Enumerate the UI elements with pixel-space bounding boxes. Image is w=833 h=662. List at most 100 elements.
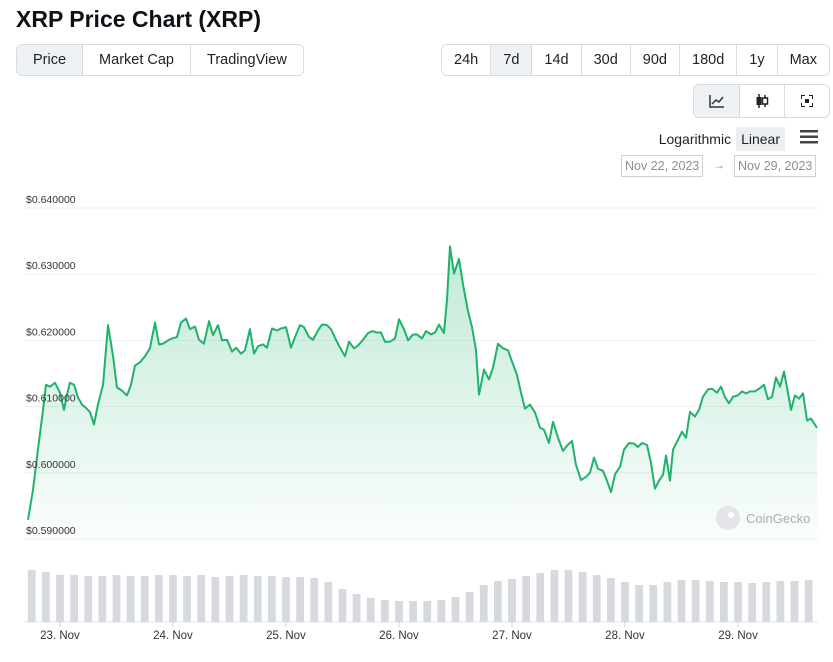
- volume-bar: [70, 575, 78, 622]
- x-tick-label: 29. Nov: [718, 630, 758, 642]
- volume-bar: [635, 585, 644, 622]
- volume-bar: [437, 600, 446, 622]
- volume-bar: [748, 583, 757, 622]
- volume-bar: [423, 601, 432, 622]
- menu-icon[interactable]: [800, 130, 818, 144]
- tab-button[interactable]: Market Cap: [82, 45, 190, 75]
- volume-bar: [296, 577, 305, 622]
- chart-style-group: [693, 84, 830, 118]
- range-button[interactable]: Max: [776, 45, 829, 75]
- volume-bar: [649, 585, 658, 622]
- range-button[interactable]: 1y: [736, 45, 777, 75]
- volume-bar: [451, 597, 460, 622]
- volume-bar: [522, 576, 531, 622]
- volume-bar: [790, 581, 799, 622]
- range-button[interactable]: 24h: [442, 45, 491, 75]
- volume-bar: [338, 589, 347, 622]
- volume-bar: [56, 575, 64, 622]
- x-tick-label: 24. Nov: [153, 630, 193, 642]
- volume-bar: [310, 578, 319, 622]
- watermark-logo-eye: [728, 512, 734, 518]
- volume-bar: [409, 601, 418, 622]
- area-fill: [28, 246, 817, 539]
- volume-bar: [465, 592, 474, 622]
- candle-icon: [756, 94, 769, 108]
- volume-bar: [719, 582, 728, 622]
- range-group: 24h 7d 14d 30d 90d 180d 1y Max: [441, 44, 830, 76]
- price-line: [27, 245, 818, 520]
- volume-bar: [41, 572, 50, 622]
- tab-group: Price Market Cap TradingView: [16, 44, 304, 76]
- volume-bar: [98, 576, 107, 622]
- volume-bar: [84, 576, 93, 622]
- date-separator: →: [713, 158, 725, 172]
- page-title: XRP Price Chart (XRP): [16, 6, 261, 32]
- volume-bar: [140, 576, 149, 622]
- watermark-text: CoinGecko: [746, 511, 810, 526]
- y-tick-label: $0.640000: [26, 194, 76, 206]
- volume-bar: [267, 576, 276, 622]
- volume-bar: [324, 582, 333, 622]
- tab-button[interactable]: TradingView: [190, 45, 303, 75]
- range-button[interactable]: 30d: [580, 45, 630, 75]
- volume-bar: [776, 581, 785, 622]
- y-tick-label: $0.590000: [26, 525, 76, 537]
- volume-bar: [762, 582, 771, 622]
- volume-bar: [253, 576, 262, 622]
- line-style-button[interactable]: [694, 85, 739, 117]
- volume-bar: [536, 573, 545, 622]
- x-tick-label: 27. Nov: [492, 630, 532, 642]
- volume-bar: [126, 576, 135, 622]
- volume-bar: [366, 598, 375, 622]
- tab-button[interactable]: Price: [17, 45, 83, 75]
- date-to-input[interactable]: Nov 29, 2023: [734, 155, 817, 177]
- volume-bar: [564, 570, 573, 622]
- x-tick-label: 26. Nov: [379, 630, 419, 642]
- volume-bar: [663, 582, 672, 622]
- volume-bar: [621, 582, 629, 622]
- expand-icon: [801, 95, 813, 107]
- y-tick-label: $0.610000: [26, 393, 76, 405]
- volume-bar: [197, 575, 206, 622]
- volume-bar: [211, 577, 220, 622]
- volume-bar: [183, 576, 191, 622]
- volume-bar: [395, 601, 403, 622]
- volume-bar: [380, 600, 389, 622]
- volume-bar: [169, 575, 177, 622]
- watermark: CoinGecko: [716, 506, 810, 530]
- scale-option[interactable]: Logarithmic: [658, 131, 732, 147]
- date-from-input[interactable]: Nov 22, 2023: [621, 155, 704, 177]
- range-button[interactable]: 90d: [629, 45, 679, 75]
- volume-bar: [225, 576, 234, 622]
- y-tick-label: $0.630000: [26, 260, 76, 272]
- volume-bar: [606, 578, 615, 622]
- volume-bar: [493, 581, 502, 622]
- line-icon: [708, 95, 724, 108]
- volume-bar: [112, 575, 121, 622]
- x-tick-label: 23. Nov: [40, 630, 80, 642]
- volume-bar: [677, 580, 686, 622]
- volume-bar: [804, 580, 813, 622]
- x-tick-label: 25. Nov: [266, 630, 306, 642]
- volume-bar: [705, 581, 714, 622]
- fullscreen-button[interactable]: [784, 85, 829, 117]
- y-tick-label: $0.620000: [26, 326, 76, 338]
- volume-bar: [352, 594, 361, 622]
- volume-bar: [550, 570, 559, 622]
- volume-bar: [239, 575, 248, 622]
- range-button[interactable]: 14d: [531, 45, 581, 75]
- y-tick-label: $0.600000: [26, 459, 76, 471]
- volume-bar: [27, 570, 36, 622]
- candle-style-button[interactable]: [739, 85, 784, 117]
- volume-bar: [479, 585, 488, 622]
- volume-bar: [282, 577, 290, 622]
- scale-option[interactable]: Linear: [736, 127, 785, 151]
- scale-toggle: Logarithmic Linear: [654, 127, 785, 151]
- range-button[interactable]: 180d: [679, 45, 737, 75]
- volume-bar: [592, 575, 601, 622]
- volume-bar: [734, 582, 742, 622]
- range-button[interactable]: 7d: [490, 45, 532, 75]
- volume-bar: [578, 572, 587, 622]
